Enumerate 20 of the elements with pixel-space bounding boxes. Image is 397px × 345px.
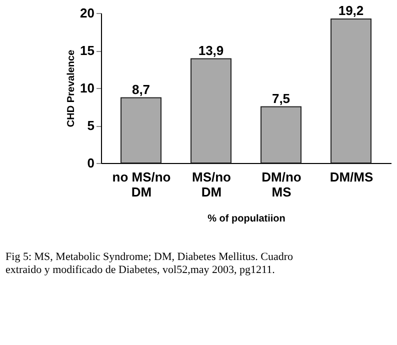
bar <box>120 97 162 164</box>
data-label: 8,7 <box>132 82 150 97</box>
data-label: 19,2 <box>338 3 364 18</box>
data-label: 13,9 <box>198 42 224 58</box>
x-axis-title: % of populatiion <box>208 214 286 224</box>
y-tick-label: 10 <box>80 80 94 96</box>
x-tick-label: no MS/no DM <box>112 170 171 200</box>
y-tick-label: 15 <box>80 43 94 58</box>
x-tick-label: MS/no DM <box>192 170 232 200</box>
x-tick-label: DM/no MS <box>262 170 302 200</box>
y-tick-label: 5 <box>87 118 94 133</box>
bar <box>260 106 302 164</box>
y-tick-label: 20 <box>80 6 94 20</box>
y-tick-label: 0 <box>87 156 94 170</box>
caption: Fig 5: MS, Metabolic Syndrome; DM, Diabetes Mellitus. Cuadro extraido y modificado de Diabetes, vol52,may 2003, pg1211. <box>6 251 294 276</box>
bar <box>190 58 232 164</box>
bar <box>330 18 372 164</box>
data-label: 7,5 <box>272 90 290 106</box>
x-tick-label: DM/MS <box>330 170 374 184</box>
y-axis-title: CHD Prevalence <box>66 49 78 128</box>
